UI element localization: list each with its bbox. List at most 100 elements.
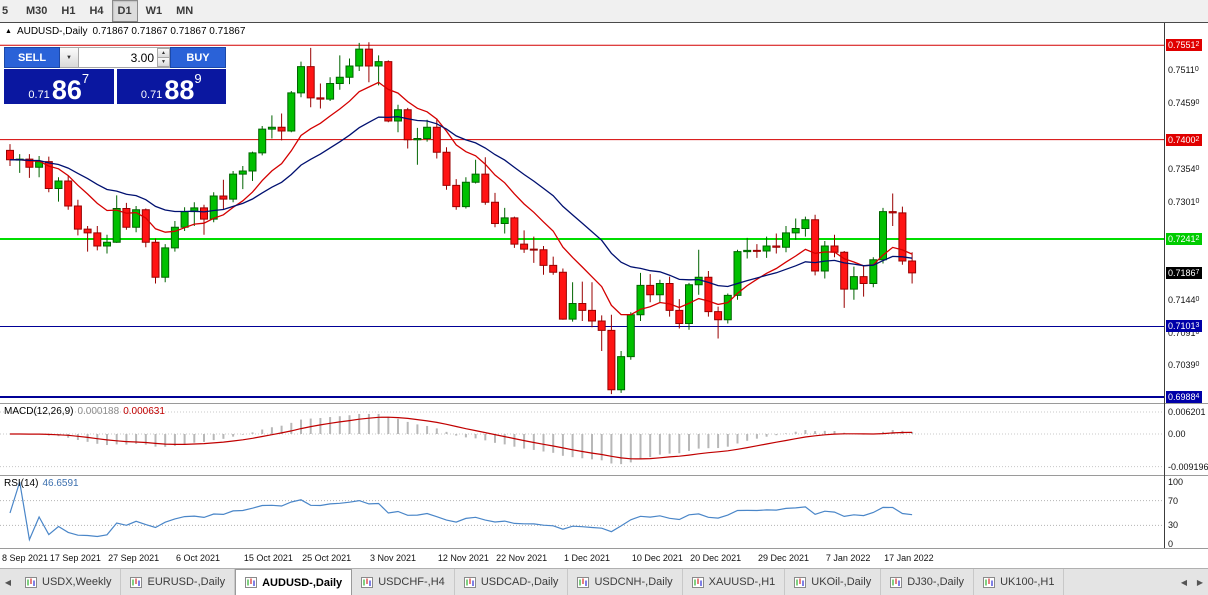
date-axis[interactable]: 8 Sep 2021 17 Sep 2021 27 Sep 2021 6 Oct 20…: [0, 548, 1208, 570]
timeframe-button-d1[interactable]: D1: [111, 0, 138, 22]
timeframe-button-m30[interactable]: M30: [26, 5, 48, 17]
macd-indicator-pane[interactable]: MACD(12,26,9) 0.000188 0.000631 0.006201 0.…: [0, 403, 1208, 476]
price-axis-label: 0.71440: [1168, 294, 1200, 305]
sell-button[interactable]: SELL: [4, 47, 60, 68]
date-axis-label: 3 Nov 2021: [370, 553, 417, 563]
candle-body: [394, 109, 402, 122]
tab-ukoil-daily[interactable]: UKOil-,Daily: [785, 569, 882, 595]
chart-icon: [691, 576, 704, 588]
candle-body: [161, 247, 170, 278]
line-price-tag[interactable]: 0.69884: [1166, 391, 1203, 403]
candle-body: [646, 284, 655, 296]
rsi-label: RSI(14) 46.6591: [4, 478, 79, 489]
tab-scroll-right-arrow-button[interactable]: ▶: [1196, 577, 1204, 587]
tab-label: DJ30-,Daily: [907, 576, 965, 588]
candle-body: [355, 48, 364, 67]
price-axis-label: 0.74590: [1168, 97, 1200, 108]
timeframe-button-w1[interactable]: W1: [145, 5, 163, 17]
spin-up-icon: ▲: [161, 50, 166, 56]
timeframe-button-mn[interactable]: MN: [176, 5, 194, 17]
date-axis-label: 27 Sep 2021: [108, 553, 160, 563]
price-axis-label: 0.73540: [1168, 163, 1200, 174]
buy-price-big-digits: 88: [164, 75, 195, 105]
price-chart-canvas[interactable]: [0, 23, 1208, 403]
tab-label: UK100-,H1: [1000, 576, 1055, 588]
line-price-tag[interactable]: 0.75512: [1166, 39, 1203, 52]
candle-body: [908, 260, 917, 274]
tab-scroll-left-arrow-button[interactable]: ◀: [1180, 577, 1188, 587]
candle-body: [151, 241, 160, 278]
line-price-tag[interactable]: 0.74002: [1166, 133, 1203, 146]
candle-body: [529, 248, 538, 251]
candle-body: [326, 83, 335, 100]
tab-usdcad-daily[interactable]: USDCAD-,Daily: [455, 569, 569, 595]
sell-price-display[interactable]: 0.71 86 7: [4, 69, 114, 104]
macd-signal-value: 0.000631: [123, 406, 165, 417]
buy-price-display[interactable]: 0.71 88 9: [116, 69, 226, 105]
macd-main-value: 0.000188: [77, 406, 120, 417]
candle-body: [423, 126, 432, 139]
candle-body: [141, 209, 150, 243]
current-price-tag: 0.71867: [1166, 267, 1203, 280]
chart-icon: [890, 576, 903, 588]
tab-usdcnh-daily[interactable]: USDCNH-,Daily: [568, 569, 683, 595]
timeframe-button-5[interactable]: 5: [2, 5, 9, 17]
tab-dj30-daily[interactable]: DJ30-,Daily: [881, 569, 975, 595]
candle-body: [403, 109, 412, 141]
volume-value[interactable]: 3.00: [130, 51, 154, 65]
candle-body: [578, 303, 587, 311]
candle-body: [345, 65, 354, 78]
candle-body: [675, 309, 684, 324]
candle-body: [238, 170, 247, 175]
spin-down-button[interactable]: ▼: [157, 57, 170, 67]
timeframe-button-h4[interactable]: H4: [89, 5, 104, 17]
volume-dropdown-button[interactable]: ▼: [60, 47, 79, 68]
rsi-axis-label: 30: [1168, 520, 1179, 531]
tab-usdchf-h4[interactable]: USDCHF-,H4: [352, 569, 455, 595]
tab-label: USDCAD-,Daily: [480, 576, 559, 588]
one-click-trading-panel: SELL ▼ 3.00 ▲ ▼ BUY 0.71: [4, 47, 226, 104]
candle-body: [73, 205, 82, 230]
candle-body: [568, 303, 577, 320]
horizontal-lines: [0, 44, 1164, 398]
candle-body: [888, 211, 897, 214]
macd-axis-label: 0.00: [1168, 429, 1186, 439]
rsi-canvas[interactable]: [0, 476, 1208, 549]
tab-audusd-daily[interactable]: AUDUSD-,Daily: [235, 569, 353, 595]
date-axis-label: 17 Jan 2022: [884, 553, 934, 563]
rsi-indicator-pane[interactable]: RSI(14) 46.6591 100 70 30 0: [0, 475, 1208, 549]
macd-canvas[interactable]: [0, 404, 1208, 476]
tab-label: EURUSD-,Daily: [147, 576, 226, 588]
buy-button[interactable]: BUY: [170, 47, 226, 68]
candle-body: [103, 241, 111, 247]
buy-price-pip-digit: 9: [194, 71, 202, 86]
tab-xauusd-h1[interactable]: XAUUSD-,H1: [683, 569, 786, 595]
candle-body: [93, 232, 102, 247]
candle-body: [180, 211, 189, 228]
candle-body: [665, 283, 674, 311]
candle-body: [306, 66, 315, 99]
line-price-tag[interactable]: 0.71013: [1166, 320, 1203, 333]
candle-body: [219, 195, 228, 200]
symbol-marker-icon: ▲: [5, 28, 12, 35]
candle-body: [461, 181, 470, 208]
rsi-value: 46.6591: [42, 478, 79, 489]
price-chart-pane[interactable]: ▲ AUDUSD-,Daily 0.71867 0.71867 0.71867 …: [0, 23, 1208, 403]
line-price-tag[interactable]: 0.72412: [1166, 233, 1203, 245]
candle-body: [859, 276, 868, 284]
candle-body: [811, 219, 820, 272]
tab-scroll-left-button[interactable]: ◀: [4, 577, 12, 587]
tab-uk100-h1[interactable]: UK100-,H1: [974, 569, 1065, 595]
candle-body: [898, 212, 907, 262]
timeframe-button-h1[interactable]: H1: [61, 5, 76, 17]
volume-field[interactable]: 3.00 ▲ ▼: [79, 47, 170, 68]
macd-name: MACD(12,26,9): [4, 406, 74, 417]
tab-label: XAUUSD-,H1: [708, 576, 776, 588]
spin-up-button[interactable]: ▲: [157, 48, 170, 57]
rsi-axis-label: 100: [1168, 477, 1184, 487]
tab-usdx-weekly[interactable]: USDX,Weekly: [16, 569, 122, 595]
volume-stepper: ▲ ▼: [157, 48, 170, 67]
tab-eurusd-daily[interactable]: EURUSD-,Daily: [121, 569, 236, 595]
candle-body: [636, 284, 645, 316]
